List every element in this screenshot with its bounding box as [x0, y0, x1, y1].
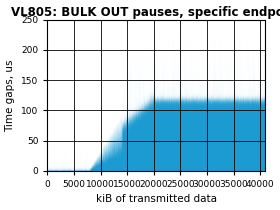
- Title: VL805: BULK OUT pauses, specific endpoint: VL805: BULK OUT pauses, specific endpoin…: [11, 5, 280, 18]
- Y-axis label: Time gaps, us: Time gaps, us: [6, 59, 16, 131]
- X-axis label: kiB of transmitted data: kiB of transmitted data: [96, 194, 217, 205]
